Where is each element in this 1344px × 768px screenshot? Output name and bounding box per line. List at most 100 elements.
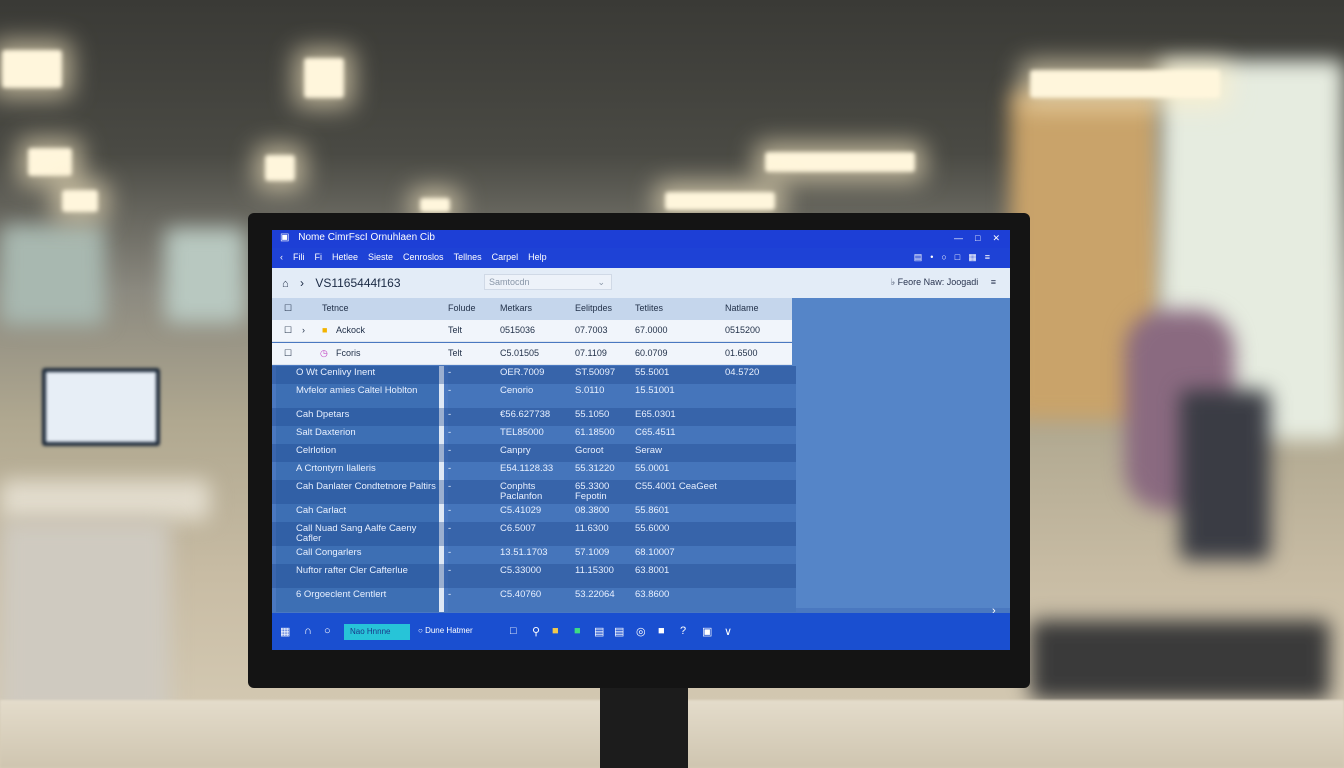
chevron-icon[interactable]: ∨: [724, 626, 733, 638]
menu-cenroslos[interactable]: Cenroslos: [403, 252, 444, 262]
cell-c3: 60.0709: [635, 348, 668, 358]
cell-c1: E54.1128.33: [500, 463, 554, 474]
table-row[interactable]: Call Nuad Sang Aalfe Caeny Cafler - C6.500…: [272, 522, 796, 546]
scrollbar[interactable]: [439, 366, 444, 612]
menu-help[interactable]: Help: [528, 252, 547, 262]
table-row[interactable]: O Wt Cenlivy Inent - OER.7009 ST.50097 55.50…: [272, 366, 796, 384]
cell-c3: 15.51001: [635, 385, 675, 396]
menu-file[interactable]: Fili: [293, 252, 305, 262]
row-name: 6 Orgoeclent Centlert: [296, 589, 387, 600]
table-row[interactable]: Mvfelor amies Caltel Hoblton - Cenorio S.01…: [272, 384, 796, 408]
menu-icon[interactable]: ≡: [990, 277, 996, 287]
task-icon[interactable]: ∩: [304, 625, 312, 637]
cell-mark: -: [448, 547, 452, 558]
table-row[interactable]: Cah Dpetars - €56.627738 55.1050 E65.0301: [272, 408, 796, 426]
app-icon: ▣: [280, 232, 290, 243]
header-1[interactable]: Folude: [448, 303, 476, 313]
table-row[interactable]: Celrlotion - Canpry Gcroot Seraw: [272, 444, 796, 462]
ceiling-light: [665, 192, 775, 210]
cell-c3: 68.10007: [635, 547, 675, 558]
minimize-button[interactable]: ―: [954, 233, 964, 243]
chat-icon[interactable]: ○: [324, 625, 331, 637]
row-name: Call Nuad Sang Aalfe Caeny Cafler: [296, 523, 417, 544]
ceiling-light: [2, 50, 62, 88]
cell-mark: -: [448, 523, 452, 534]
cell-c3: E65.0301: [635, 409, 676, 420]
search-box[interactable]: Nao Hnnne: [344, 624, 410, 640]
header-4[interactable]: Tetlites: [635, 303, 664, 313]
copy-icon[interactable]: □: [510, 625, 517, 637]
mail-icon[interactable]: ■: [658, 625, 665, 637]
doc-icon[interactable]: ▤: [594, 626, 605, 638]
row-list: [276, 366, 440, 612]
cell-type: Telt: [448, 348, 463, 358]
cell-c3: 63.8001: [635, 565, 670, 576]
cell-c3: C65.4511: [635, 427, 676, 438]
row-checkbox[interactable]: ☐: [284, 348, 293, 358]
detail-panel: [792, 298, 1010, 608]
header-5[interactable]: Natlame: [725, 303, 759, 313]
cell-mark: -: [448, 385, 452, 396]
menu-fi[interactable]: Fi: [314, 252, 323, 262]
expand-icon[interactable]: ›: [302, 325, 305, 335]
toolbar: ⌂ › VS1165444f163 Samtocdn ⌄ ♭ Feore Naw:…: [272, 268, 1010, 298]
filter-dropdown[interactable]: Samtocdn ⌄: [484, 274, 612, 290]
table-row[interactable]: ☐ › ■ Ackock Telt 0515036 07.7003 67.0000 051520…: [272, 320, 792, 342]
cell-mark: -: [448, 505, 452, 516]
folder-icon[interactable]: ■: [552, 625, 559, 637]
table-row[interactable]: ☐ ◷ Fcoris Telt C5.01505 07.1109 60.0709 01.650…: [272, 343, 792, 365]
cell-mark: -: [448, 367, 452, 378]
row-name: A Crtontyrn Ilalleris: [296, 463, 376, 474]
cell-c4: 0515200: [725, 325, 761, 335]
row-checkbox[interactable]: ☐: [284, 325, 293, 335]
back-icon[interactable]: ‹: [280, 252, 283, 262]
menu-carpel[interactable]: Carpel: [491, 252, 519, 262]
cell-c2: Gcroot: [575, 445, 604, 456]
ceiling-light: [62, 190, 98, 212]
table-row[interactable]: A Crtontyrn Ilalleris - E54.1128.33 55.3122…: [272, 462, 796, 480]
table-row[interactable]: Cah Carlact - C5.41029 08.3800 55.8601: [272, 504, 796, 522]
user-label[interactable]: Feore Naw: Joogadi: [897, 277, 979, 287]
bell-icon[interactable]: ♭: [890, 277, 896, 287]
sheet-icon[interactable]: ■: [574, 625, 581, 637]
cell-c2: 65.3300 Fepotin: [575, 481, 610, 502]
start-icon[interactable]: ▦: [280, 626, 291, 638]
file-icon[interactable]: ▤: [614, 626, 625, 638]
row-name: Mvfelor amies Caltel Hoblton: [296, 385, 418, 396]
cell-mark: -: [448, 481, 452, 492]
menu-tellnes[interactable]: Tellnes: [453, 252, 482, 262]
cell-c2: 07.1109: [575, 348, 607, 358]
search-icon[interactable]: ⚲: [532, 626, 541, 638]
select-all-checkbox[interactable]: ☐: [284, 303, 293, 313]
browser-icon[interactable]: ◎: [636, 626, 646, 638]
close-button[interactable]: ✕: [992, 233, 1000, 243]
menu-hetlee[interactable]: Hetlee: [332, 252, 359, 262]
cell-mark: -: [448, 565, 452, 576]
toolbar-icons[interactable]: ▤•○□▦≡: [913, 252, 998, 262]
table-row[interactable]: Cah Danlater Condtetnore Paltirs - Conphts…: [272, 480, 796, 504]
cell-c2: 11.15300: [575, 565, 614, 576]
menu-sieste[interactable]: Sieste: [368, 252, 394, 262]
row-name: Cah Danlater Condtetnore Paltirs: [296, 481, 436, 492]
table-row[interactable]: Nuftor rafter Cler Cafterlue - C5.33000 11.…: [272, 564, 796, 588]
cell-c1: Conphts Paclanfon: [500, 481, 543, 502]
table-row[interactable]: Call Congarlers - 13.51.1703 57.1009 68.1000…: [272, 546, 796, 564]
table-row[interactable]: Salt Daxterion - TEL85000 61.18500 C65.4511: [272, 426, 796, 444]
cell-type: Telt: [448, 325, 463, 335]
maximize-button[interactable]: □: [975, 233, 981, 243]
home-icon[interactable]: ⌂: [282, 278, 289, 290]
cell-mark: -: [448, 463, 452, 474]
title-bar: ▣ Nome CimrFscI Ornuhlaen Cib ― □ ✕: [272, 230, 1010, 248]
table-row[interactable]: 6 Orgoeclent Centlert - C5.40760 53.22064 63…: [272, 588, 796, 606]
cell-c1: C5.41029: [500, 505, 542, 516]
record-id: VS1165444f163: [315, 276, 401, 290]
chevron-right-icon[interactable]: ›: [992, 605, 996, 617]
header-name[interactable]: Tetnce: [322, 303, 349, 313]
cell-c3: 63.8600: [635, 589, 670, 600]
cell-c1: 13.51.1703: [500, 547, 548, 558]
cell-c1: OER.7009: [500, 367, 545, 378]
header-3[interactable]: Eelitpdes: [575, 303, 613, 313]
help-icon[interactable]: ?: [680, 625, 687, 637]
app-icon[interactable]: ▣: [702, 626, 713, 638]
header-2[interactable]: Metkars: [500, 303, 533, 313]
